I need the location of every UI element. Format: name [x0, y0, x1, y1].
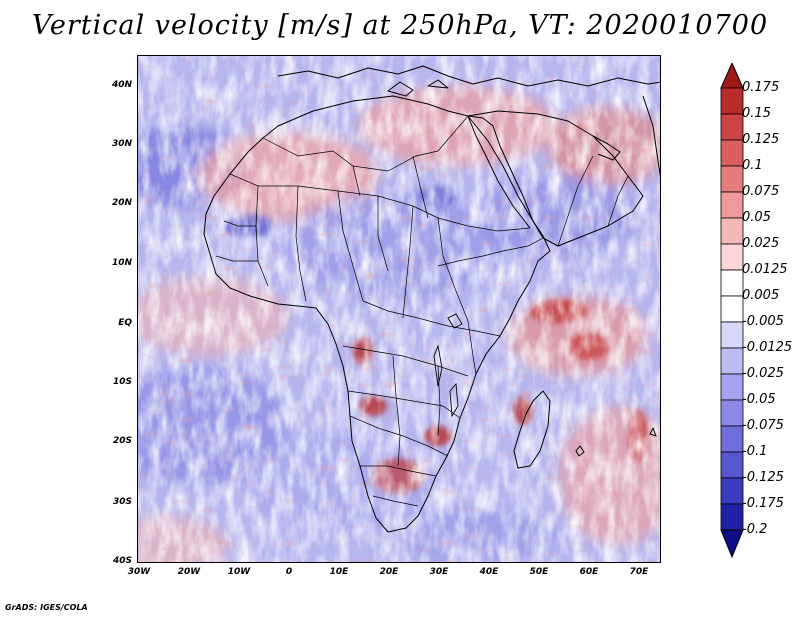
lon-label-60e: 60E [579, 567, 599, 577]
colorbar-seg-16 [720, 477, 744, 505]
colorbar-seg-6 [720, 217, 744, 245]
colorbar-seg-5 [720, 191, 744, 219]
colorbar-label: 0.125 [742, 132, 780, 147]
lon-label-70e: 70E [629, 567, 649, 577]
lakes [433, 313, 463, 418]
lon-label-10w: 10W [227, 567, 251, 577]
lon-label-40e: 40E [479, 567, 499, 577]
colorbar-seg-4 [720, 165, 744, 193]
colorbar-label: 0.15 [742, 106, 771, 121]
colorbar-seg-1 [720, 87, 744, 115]
colorbar-seg-9 [720, 295, 744, 323]
colorbar-seg-17 [720, 503, 744, 531]
colorbar-label: -0.005 [742, 314, 784, 329]
colorbar-label: -0.175 [742, 496, 784, 511]
lat-label-40n: 40N [111, 80, 132, 90]
colorbar [720, 63, 744, 558]
colorbar-label: 0.075 [742, 184, 780, 199]
lon-label-10e: 10E [329, 567, 349, 577]
lat-label-30s: 30S [112, 497, 132, 507]
colorbar-label: -0.125 [742, 470, 784, 485]
colorbar-label: 0.025 [742, 236, 780, 251]
lat-label-40s: 40S [112, 556, 132, 566]
colorbar-seg-15 [720, 451, 744, 479]
colorbar-seg-8 [720, 269, 744, 297]
lon-label-30w: 30W [127, 567, 151, 577]
lat-label-20s: 20S [112, 436, 132, 446]
map-title: Vertical velocity [m/s] at 250hPa, VT: 2… [31, 10, 769, 41]
colorbar-label: 0.0125 [742, 262, 788, 277]
colorbar-bottom-triangle [720, 529, 744, 558]
lon-label-50e: 50E [529, 567, 549, 577]
colorbar-seg-11 [720, 347, 744, 375]
colorbar-label: -0.025 [742, 366, 784, 381]
colorbar-seg-10 [720, 321, 744, 349]
colorbar-seg-7 [720, 243, 744, 271]
lat-label-eq: EQ [118, 318, 132, 328]
map-frame [137, 55, 661, 563]
colorbar-seg-3 [720, 139, 744, 167]
lat-label-30n: 30N [111, 139, 132, 149]
lat-label-10n: 10N [111, 258, 132, 268]
colorbar-seg-12 [720, 373, 744, 401]
lon-label-0: 0 [285, 567, 293, 577]
credit-text: GrADS: IGES/COLA [5, 603, 88, 612]
lat-label-20n: 20N [111, 198, 132, 208]
colorbar-seg-2 [720, 113, 744, 141]
velocity-field-map [138, 56, 660, 562]
lat-label-10s: 10S [112, 377, 132, 387]
colorbar-label: -0.075 [742, 418, 784, 433]
colorbar-label: 0.05 [742, 210, 771, 225]
colorbar-label: 0.175 [742, 80, 780, 95]
lon-label-20e: 20E [379, 567, 399, 577]
colorbar-label: -0.1 [742, 444, 768, 459]
colorbar-label: 0.1 [742, 158, 763, 173]
colorbar-label: -0.05 [742, 392, 776, 407]
lon-label-30e: 30E [429, 567, 449, 577]
coastlines [203, 65, 660, 533]
colorbar-seg-14 [720, 425, 744, 453]
colorbar-top-triangle [720, 63, 744, 89]
colorbar-label: 0.005 [742, 288, 780, 303]
colorbar-label: -0.2 [742, 522, 768, 537]
lon-label-20w: 20W [177, 567, 201, 577]
colorbar-seg-13 [720, 399, 744, 427]
colorbar-label: -0.0125 [742, 340, 793, 355]
country-borders [215, 115, 629, 507]
field-texture-red [138, 56, 660, 562]
